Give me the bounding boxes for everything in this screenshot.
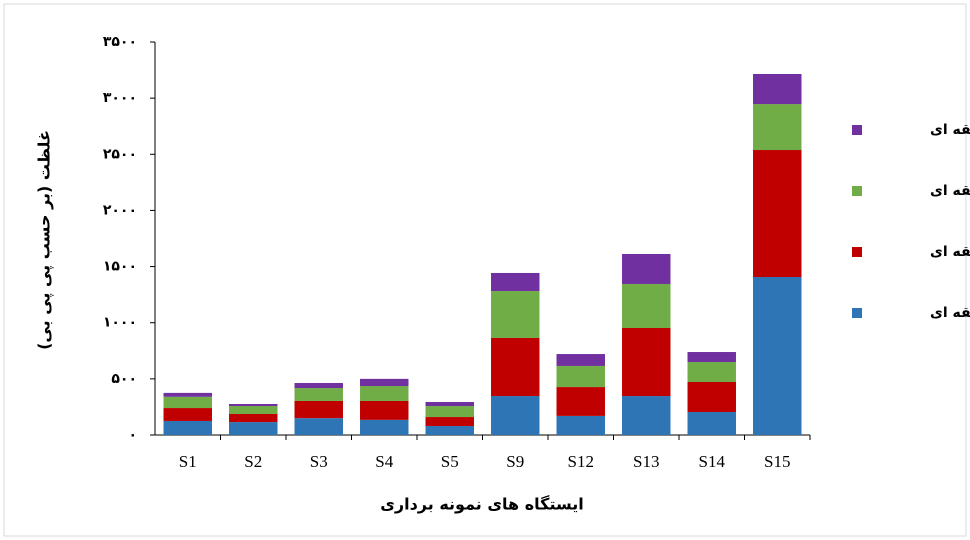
bar-segment	[360, 400, 409, 420]
bar-segment	[229, 406, 278, 415]
y-tick-label: ۲۰۰۰	[103, 202, 137, 218]
bar-segment	[687, 382, 736, 412]
y-tick-label: ۳۵۰۰	[103, 34, 137, 50]
bar-segment	[360, 419, 409, 435]
bar-segment	[425, 406, 474, 418]
bar-segment	[687, 352, 736, 363]
bar-segment	[753, 150, 802, 278]
y-tick-label: ۰	[128, 427, 137, 443]
y-tick-label: ۲۵۰۰	[103, 146, 137, 162]
bar-segment	[294, 400, 343, 419]
bar-segment	[425, 426, 474, 435]
x-tick-label: S13	[633, 452, 659, 471]
bar-segment	[753, 104, 802, 151]
legend-label: ۴حلقه ای	[930, 244, 970, 260]
x-tick-label: S12	[568, 452, 594, 471]
bar-segment	[622, 396, 671, 435]
bar-segment	[425, 401, 474, 407]
legend-swatch	[852, 186, 862, 196]
bar-segment	[622, 327, 671, 397]
x-tick-label: S3	[310, 452, 328, 471]
bar-segment	[556, 415, 605, 435]
legend-swatch	[852, 125, 862, 135]
legend-label: ۵حلقه ای	[930, 183, 970, 199]
bar-segment	[622, 283, 671, 328]
bar-segment	[622, 253, 671, 284]
bar-segment	[687, 362, 736, 383]
bar-segment	[556, 387, 605, 416]
x-axis-title: ایستگاه های نمونه برداری	[380, 495, 584, 514]
bar-segment	[294, 383, 343, 389]
bar-segment	[294, 388, 343, 401]
bar-segment	[753, 277, 802, 435]
bar-segment	[229, 422, 278, 435]
bar-segment	[163, 392, 212, 397]
x-tick-label: S4	[375, 452, 393, 471]
bar-segment	[425, 417, 474, 427]
x-tick-label: S14	[699, 452, 726, 471]
y-axis-title: غلظت (بر حسب پی پی بی)	[35, 130, 55, 350]
bar-segment	[360, 378, 409, 387]
legend-swatch	[852, 308, 862, 318]
y-tick-label: ۱۵۰۰	[103, 259, 137, 275]
bar-segment	[491, 396, 540, 435]
x-tick-label: S5	[441, 452, 459, 471]
bar-segment	[229, 414, 278, 423]
x-tick-label: S15	[764, 452, 790, 471]
bar-segment	[294, 418, 343, 435]
bar-segment	[753, 74, 802, 105]
bar-segment	[556, 354, 605, 366]
bar-segment	[163, 396, 212, 409]
y-tick-label: ۵۰۰	[111, 371, 137, 387]
legend-label: ۶حلقه ای	[930, 122, 970, 138]
bar-segment	[491, 272, 540, 292]
x-tick-label: S1	[179, 452, 197, 471]
legend-swatch	[852, 247, 862, 257]
x-tick-label: S9	[506, 452, 524, 471]
y-tick-label: ۳۰۰۰	[103, 90, 137, 106]
bar-segment	[229, 404, 278, 407]
bar-segment	[556, 365, 605, 388]
x-tick-label: S2	[244, 452, 262, 471]
bar-segment	[163, 420, 212, 435]
bar-segment	[491, 337, 540, 397]
y-tick-label: ۱۰۰۰	[103, 315, 137, 331]
bar-segment	[163, 408, 212, 421]
bar-segment	[687, 411, 736, 435]
bar-segment	[360, 386, 409, 401]
chart-border	[3, 3, 967, 537]
legend-label: ۳حلقه ای	[930, 305, 970, 321]
bar-segment	[491, 291, 540, 338]
